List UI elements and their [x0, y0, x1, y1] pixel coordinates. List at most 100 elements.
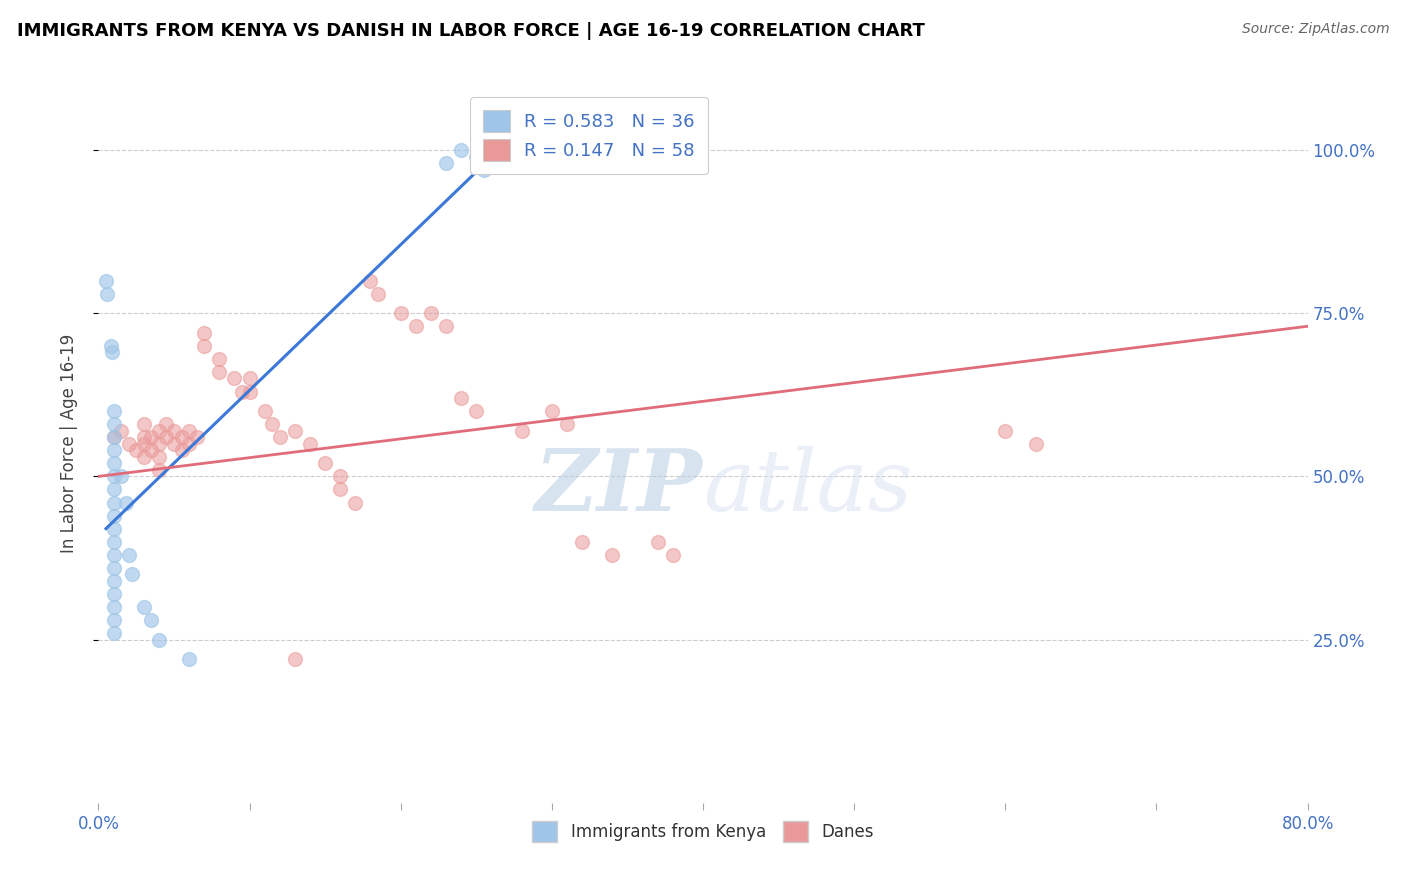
Point — [420, 306, 443, 320]
Point — [103, 508, 125, 523]
Point — [141, 443, 163, 458]
Point — [103, 495, 125, 509]
Point — [299, 436, 322, 450]
Point — [155, 430, 177, 444]
Point — [450, 391, 472, 405]
Point — [103, 443, 125, 458]
Point — [125, 443, 148, 458]
Point — [239, 384, 262, 399]
Y-axis label: In Labor Force | Age 16-19: In Labor Force | Age 16-19 — [59, 334, 77, 553]
Point — [110, 424, 132, 438]
Point — [405, 319, 427, 334]
Point — [208, 365, 231, 379]
Point — [284, 424, 307, 438]
Point — [434, 156, 457, 170]
Point — [103, 587, 125, 601]
Point — [186, 430, 208, 444]
Point — [510, 424, 533, 438]
Point — [103, 417, 125, 432]
Point — [103, 534, 125, 549]
Point — [540, 404, 562, 418]
Point — [148, 632, 170, 647]
Point — [132, 436, 155, 450]
Point — [465, 149, 488, 164]
Point — [100, 339, 122, 353]
Point — [148, 436, 170, 450]
Point — [329, 483, 352, 497]
Point — [367, 286, 389, 301]
Point — [284, 652, 307, 666]
Point — [132, 450, 155, 464]
Point — [96, 286, 118, 301]
Point — [344, 495, 367, 509]
Point — [269, 430, 291, 444]
Legend: Immigrants from Kenya, Danes: Immigrants from Kenya, Danes — [526, 814, 880, 848]
Point — [253, 404, 276, 418]
Point — [329, 469, 352, 483]
Point — [193, 326, 215, 340]
Point — [163, 424, 186, 438]
Point — [141, 430, 163, 444]
Point — [103, 430, 125, 444]
Point — [103, 456, 125, 470]
Text: IMMIGRANTS FROM KENYA VS DANISH IN LABOR FORCE | AGE 16-19 CORRELATION CHART: IMMIGRANTS FROM KENYA VS DANISH IN LABOR… — [17, 22, 925, 40]
Text: atlas: atlas — [703, 445, 912, 528]
Point — [114, 495, 136, 509]
Point — [101, 345, 124, 359]
Point — [239, 371, 262, 385]
Point — [389, 306, 412, 320]
Point — [103, 626, 125, 640]
Point — [103, 404, 125, 418]
Point — [231, 384, 253, 399]
Point — [103, 430, 125, 444]
Point — [179, 424, 201, 438]
Point — [132, 417, 155, 432]
Point — [1024, 436, 1046, 450]
Point — [132, 599, 155, 614]
Point — [103, 522, 125, 536]
Point — [314, 456, 336, 470]
Point — [571, 534, 593, 549]
Point — [170, 443, 193, 458]
Point — [179, 436, 201, 450]
Point — [118, 436, 141, 450]
Point — [121, 567, 143, 582]
Point — [360, 274, 382, 288]
Point — [465, 404, 488, 418]
Point — [148, 450, 170, 464]
Point — [103, 613, 125, 627]
Point — [141, 613, 163, 627]
Point — [103, 599, 125, 614]
Point — [450, 143, 472, 157]
Point — [994, 424, 1017, 438]
Text: Source: ZipAtlas.com: Source: ZipAtlas.com — [1241, 22, 1389, 37]
Point — [103, 574, 125, 588]
Point — [148, 463, 170, 477]
Point — [103, 469, 125, 483]
Point — [193, 339, 215, 353]
Text: ZIP: ZIP — [536, 445, 703, 529]
Point — [103, 561, 125, 575]
Point — [110, 469, 132, 483]
Point — [163, 436, 186, 450]
Point — [472, 162, 495, 177]
Point — [132, 430, 155, 444]
Point — [434, 319, 457, 334]
Point — [647, 534, 669, 549]
Point — [262, 417, 284, 432]
Point — [224, 371, 246, 385]
Point — [103, 483, 125, 497]
Point — [481, 143, 503, 157]
Point — [148, 424, 170, 438]
Point — [661, 548, 683, 562]
Point — [103, 548, 125, 562]
Point — [495, 156, 517, 170]
Point — [118, 548, 141, 562]
Point — [179, 652, 201, 666]
Point — [155, 417, 177, 432]
Point — [555, 417, 578, 432]
Point — [170, 430, 193, 444]
Point — [602, 548, 624, 562]
Point — [94, 274, 117, 288]
Point — [208, 351, 231, 366]
